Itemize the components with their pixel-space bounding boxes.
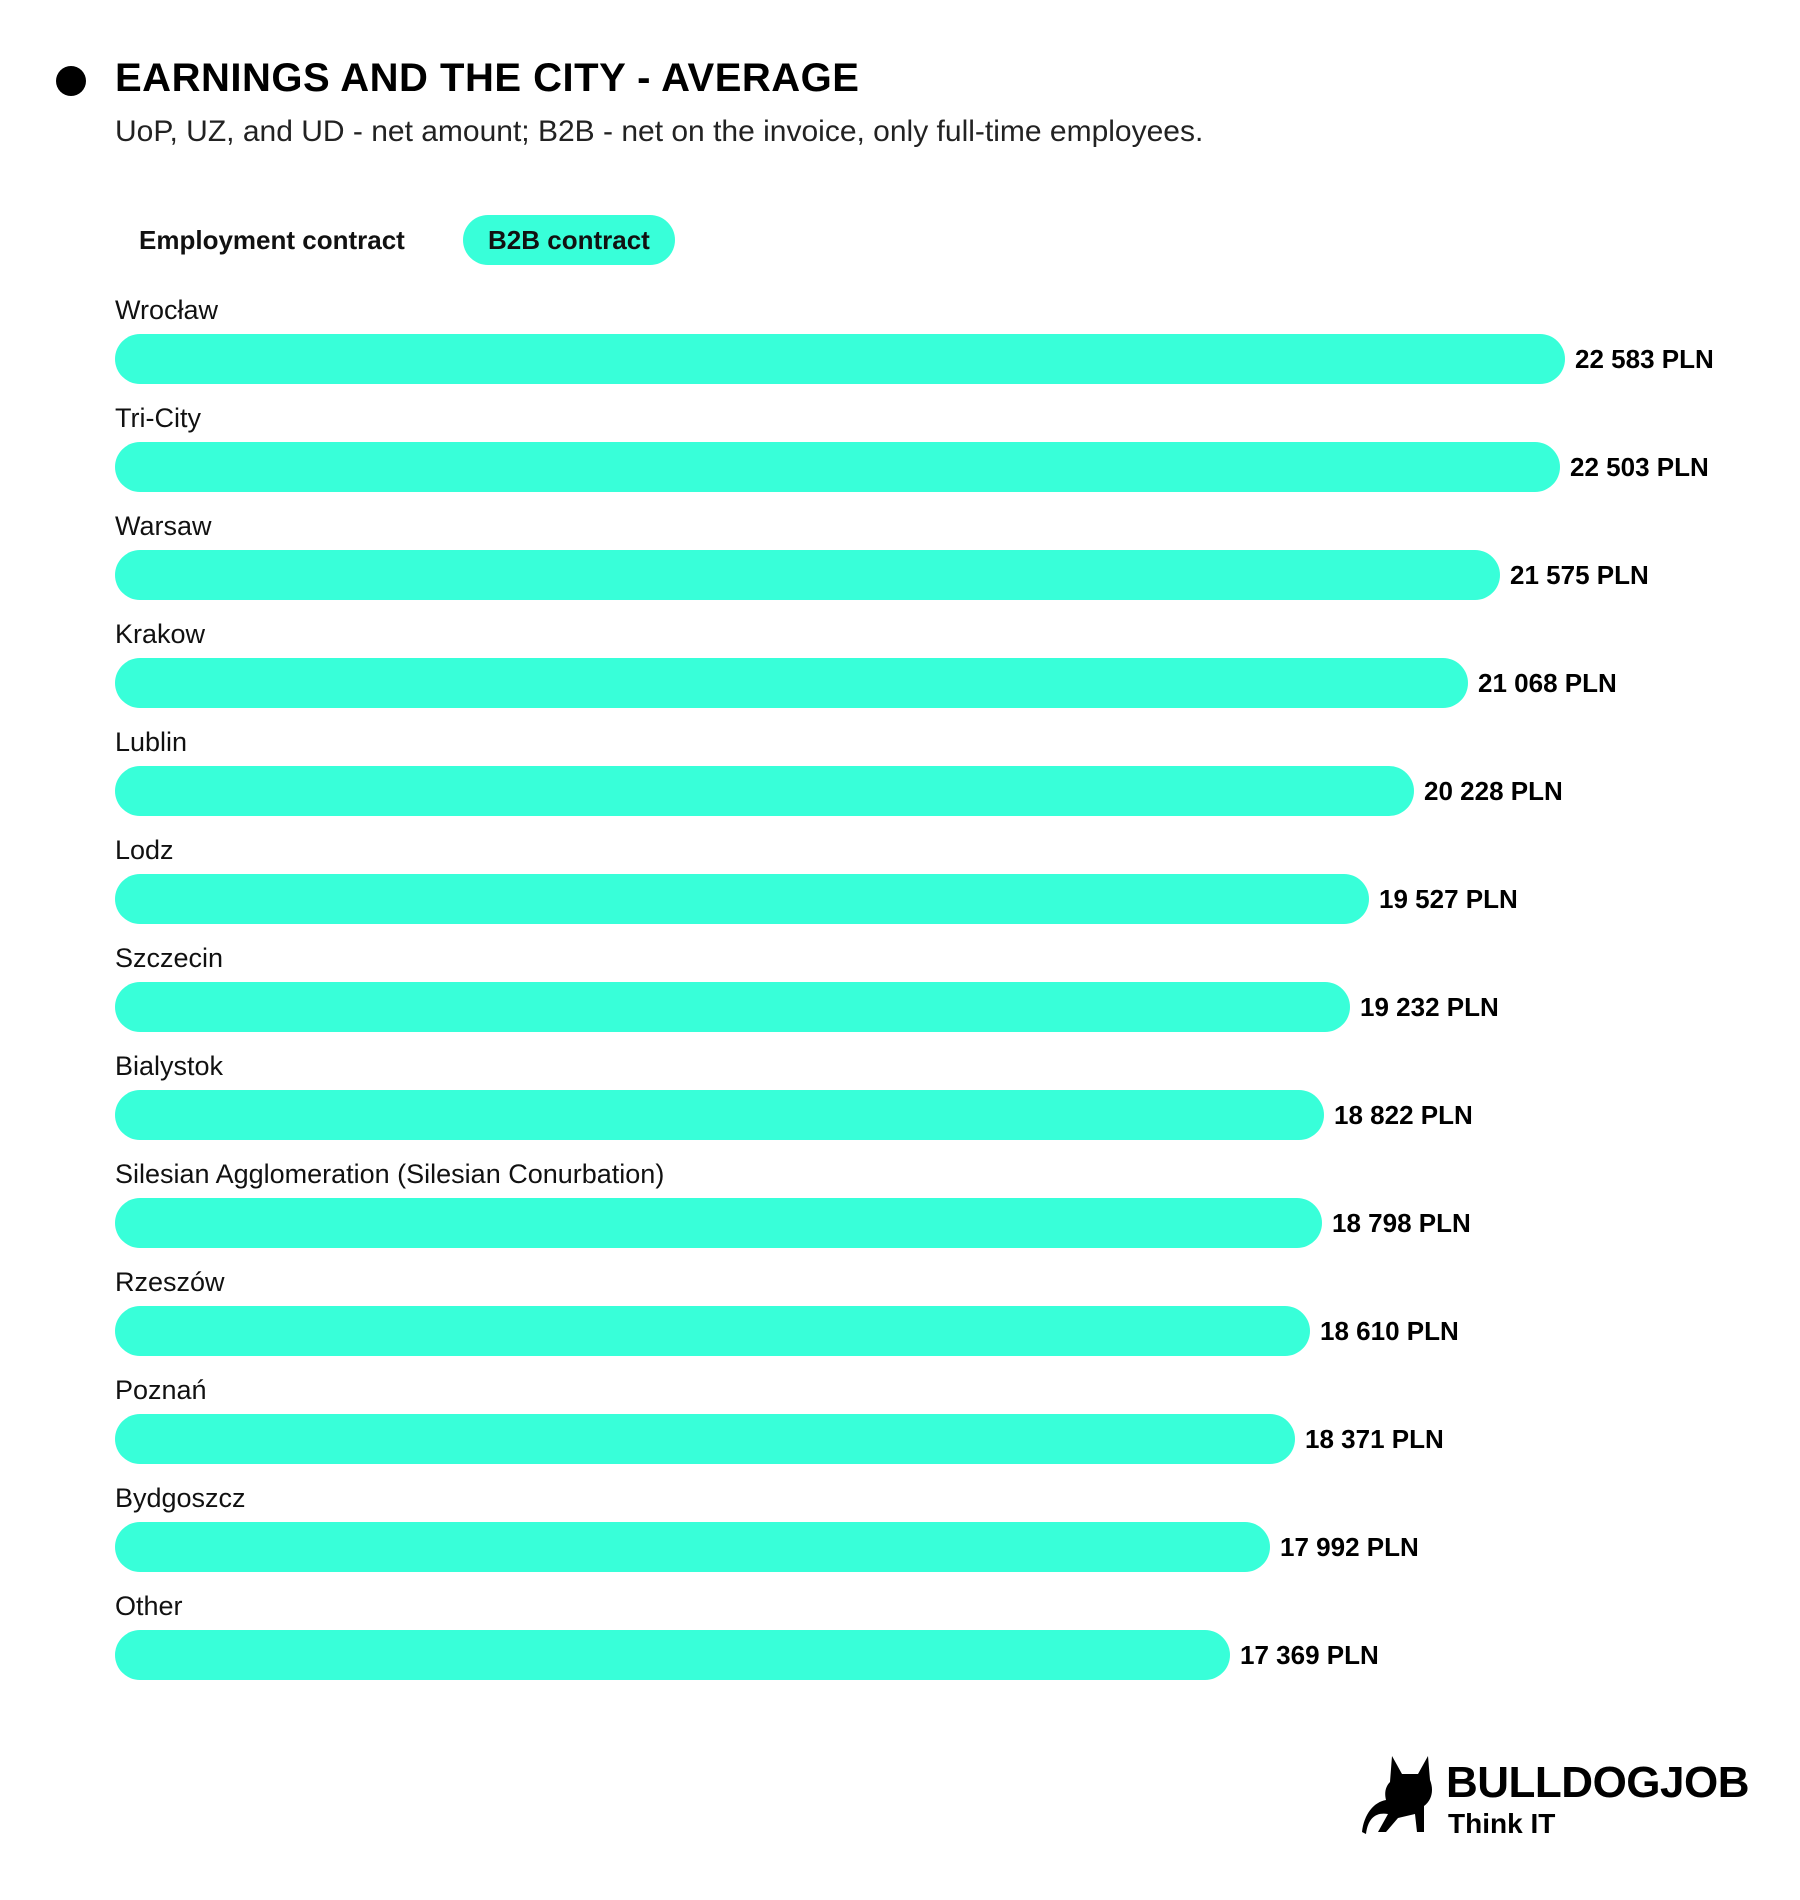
bar — [115, 982, 1350, 1032]
bar-value-label: 21 575 PLN — [1510, 560, 1649, 590]
category-label: Rzeszów — [115, 1267, 225, 1297]
bar-row: Bydgoszcz 17 992 PLN — [115, 1483, 1765, 1591]
category-label: Warsaw — [115, 511, 212, 541]
bar — [115, 658, 1468, 708]
bar-row: Krakow 21 068 PLN — [115, 619, 1765, 727]
bar-row: Lublin 20 228 PLN — [115, 727, 1765, 835]
bar — [115, 1414, 1295, 1464]
bar — [115, 442, 1560, 492]
bar-value-label: 18 371 PLN — [1305, 1424, 1444, 1454]
bar-value-label: 18 610 PLN — [1320, 1316, 1459, 1346]
bar-value-label: 19 527 PLN — [1379, 884, 1518, 914]
bar — [115, 334, 1565, 384]
category-label: Szczecin — [115, 943, 224, 973]
bar — [115, 1630, 1230, 1680]
category-label: Lodz — [115, 835, 174, 865]
bar-value-label: 18 822 PLN — [1334, 1100, 1473, 1130]
logo-tagline: Think IT — [1448, 1808, 1556, 1839]
logo-name: BULLDOGJOB — [1446, 1758, 1750, 1807]
bar-row: Wrocław 22 583 PLN — [115, 295, 1765, 403]
page-subtitle: UoP, UZ, and UD - net amount; B2B - net … — [115, 115, 1204, 148]
bar — [115, 1306, 1310, 1356]
category-label: Silesian Agglomeration (Silesian Conurba… — [115, 1159, 665, 1189]
bar-value-label: 19 232 PLN — [1360, 992, 1499, 1022]
bar — [115, 1090, 1324, 1140]
bulldogjob-logo: BULLDOGJOB Think IT — [1362, 1752, 1762, 1842]
title-bullet — [56, 66, 86, 96]
bar-row: Silesian Agglomeration (Silesian Conurba… — [115, 1159, 1765, 1267]
bar — [115, 766, 1414, 816]
category-label: Krakow — [115, 619, 206, 649]
tab-b2b-contract[interactable]: B2B contract — [463, 215, 675, 265]
bar-row: Tri-City 22 503 PLN — [115, 403, 1765, 511]
category-label: Wrocław — [115, 295, 219, 325]
bar-row: Lodz 19 527 PLN — [115, 835, 1765, 943]
bar-value-label: 22 583 PLN — [1575, 344, 1714, 374]
bar-value-label: 22 503 PLN — [1570, 452, 1709, 482]
page-title: EARNINGS AND THE CITY - AVERAGE — [115, 56, 860, 100]
bar-chart: Wrocław 22 583 PLN Tri-City 22 503 PLN Warsa… — [115, 295, 1765, 1695]
bar-row: Other 17 369 PLN — [115, 1591, 1765, 1699]
category-label: Bialystok — [115, 1051, 224, 1081]
category-label: Tri-City — [115, 403, 201, 433]
tab-employment-contract[interactable]: Employment contract — [139, 225, 405, 255]
bar — [115, 1522, 1270, 1572]
bar-row: Bialystok 18 822 PLN — [115, 1051, 1765, 1159]
bar — [115, 874, 1369, 924]
bulldog-icon — [1362, 1756, 1432, 1834]
category-label: Other — [115, 1591, 183, 1621]
bar-value-label: 17 992 PLN — [1280, 1532, 1419, 1562]
category-label: Bydgoszcz — [115, 1483, 246, 1513]
bar-value-label: 17 369 PLN — [1240, 1640, 1379, 1670]
category-label: Poznań — [115, 1375, 207, 1405]
bar-value-label: 21 068 PLN — [1478, 668, 1617, 698]
bar-row: Warsaw 21 575 PLN — [115, 511, 1765, 619]
bar-row: Poznań 18 371 PLN — [115, 1375, 1765, 1483]
category-label: Lublin — [115, 727, 188, 757]
bar-value-label: 18 798 PLN — [1332, 1208, 1471, 1238]
bar — [115, 550, 1500, 600]
bar — [115, 1198, 1322, 1248]
bar-row: Rzeszów 18 610 PLN — [115, 1267, 1765, 1375]
bar-row: Szczecin 19 232 PLN — [115, 943, 1765, 1051]
bar-value-label: 20 228 PLN — [1424, 776, 1563, 806]
